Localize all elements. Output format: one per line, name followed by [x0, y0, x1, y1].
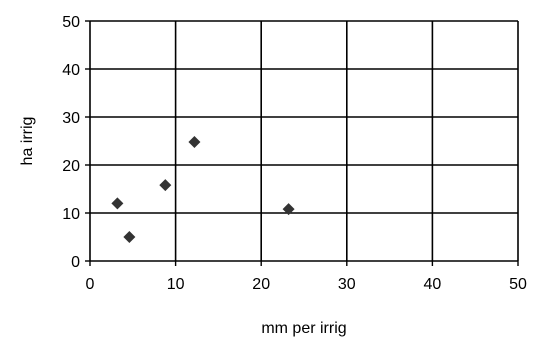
- x-tick-label: 50: [509, 276, 527, 293]
- tick-labels: 0 10 20 30 40 50 0 10 20 30 40 50: [62, 14, 527, 293]
- y-tick-label: 0: [71, 254, 80, 271]
- x-tick-label: 40: [424, 276, 442, 293]
- y-axis-label: ha irrig: [19, 117, 36, 166]
- x-tick-label: 0: [86, 276, 95, 293]
- y-tick-label: 40: [62, 62, 80, 79]
- data-points: [111, 135, 295, 243]
- data-point: [188, 135, 201, 148]
- data-point: [159, 179, 172, 192]
- x-axis-label: mm per irrig: [261, 320, 346, 337]
- data-point: [282, 203, 295, 216]
- y-tick-label: 20: [62, 158, 80, 175]
- x-tick-label: 30: [338, 276, 356, 293]
- y-tick-label: 50: [62, 14, 80, 31]
- data-point: [111, 197, 124, 210]
- y-tick-label: 30: [62, 110, 80, 127]
- data-point: [123, 231, 136, 243]
- y-tick-label: 10: [62, 206, 80, 223]
- grid: [85, 20, 519, 266]
- x-tick-label: 20: [252, 276, 270, 293]
- x-tick-label: 10: [167, 276, 185, 293]
